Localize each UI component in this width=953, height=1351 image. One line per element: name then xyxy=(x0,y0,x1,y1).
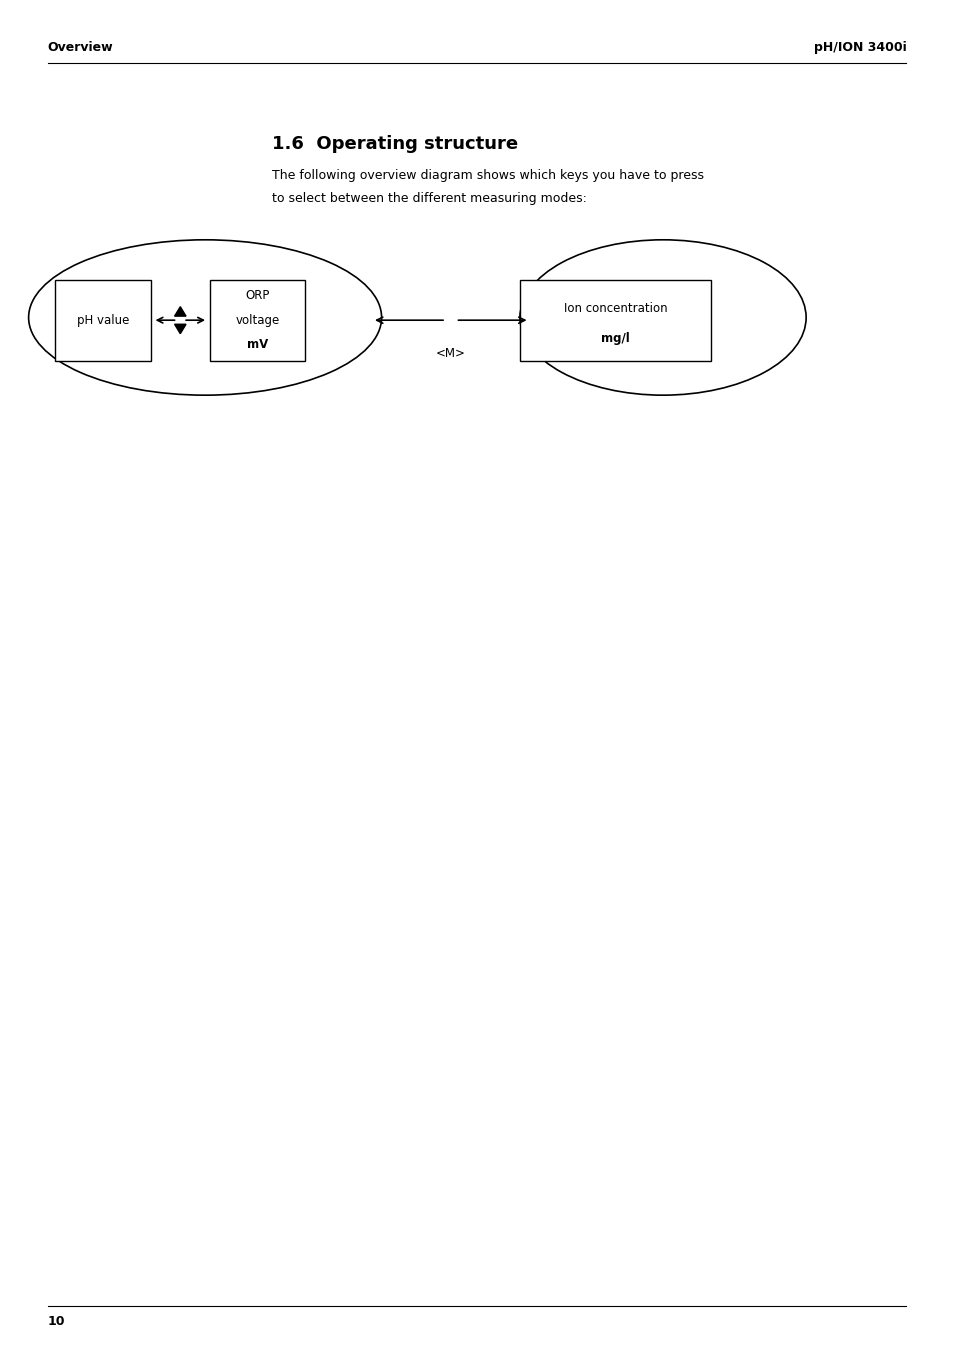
Text: mV: mV xyxy=(247,338,268,351)
Text: 10: 10 xyxy=(48,1315,65,1328)
Text: The following overview diagram shows which keys you have to press: The following overview diagram shows whi… xyxy=(272,169,703,182)
Bar xyxy=(519,280,710,361)
Text: voltage: voltage xyxy=(235,313,279,327)
Polygon shape xyxy=(174,307,186,316)
Text: to select between the different measuring modes:: to select between the different measurin… xyxy=(272,192,586,205)
Text: mg/l: mg/l xyxy=(600,331,629,345)
Text: Overview: Overview xyxy=(48,41,113,54)
Text: pH value: pH value xyxy=(77,313,129,327)
Polygon shape xyxy=(174,324,186,334)
Bar xyxy=(210,280,305,361)
Text: Ion concentration: Ion concentration xyxy=(563,301,666,315)
Text: pH/ION 3400i: pH/ION 3400i xyxy=(813,41,905,54)
Text: 1.6  Operating structure: 1.6 Operating structure xyxy=(272,135,517,153)
Bar xyxy=(55,280,151,361)
Text: ORP: ORP xyxy=(245,289,270,303)
Text: <M>: <M> xyxy=(436,347,465,361)
